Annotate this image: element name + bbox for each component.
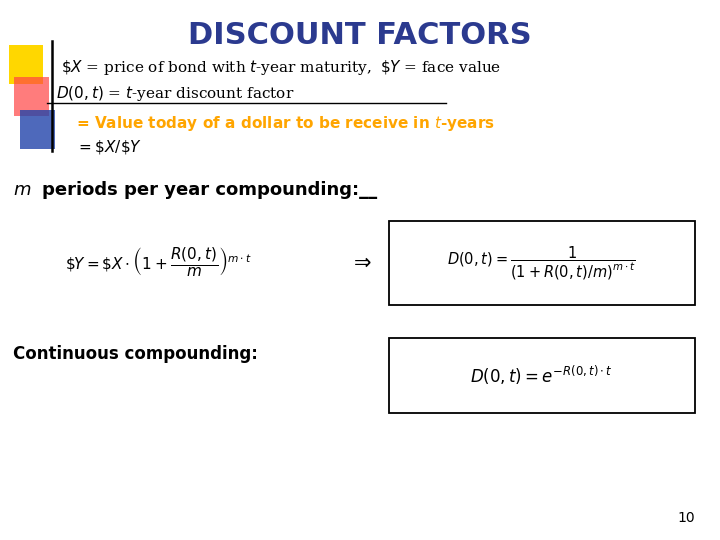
Text: $D(0,t) = \dfrac{1}{\left(1+R(0,t)/m\right)^{m \cdot t}}$: $D(0,t) = \dfrac{1}{\left(1+R(0,t)/m\rig… — [447, 245, 636, 281]
Text: $m$: $m$ — [13, 181, 31, 199]
Text: DISCOUNT FACTORS: DISCOUNT FACTORS — [188, 21, 532, 50]
Text: $\$Y = \$X \cdot \left(1 + \dfrac{R(0,t)}{m}\right)^{m \cdot t}$: $\$Y = \$X \cdot \left(1 + \dfrac{R(0,t)… — [65, 245, 252, 279]
FancyBboxPatch shape — [389, 221, 695, 305]
Text: Continuous compounding:: Continuous compounding: — [13, 345, 258, 363]
Text: $\$X$ = price of bond with $t$-year maturity,  $\$Y$ = face value: $\$X$ = price of bond with $t$-year matu… — [61, 58, 501, 77]
Text: 10: 10 — [678, 511, 695, 525]
Bar — [14, 77, 49, 116]
Bar — [9, 45, 43, 84]
Text: $\Rightarrow$: $\Rightarrow$ — [348, 252, 372, 272]
FancyBboxPatch shape — [389, 338, 695, 413]
Text: = Value today of a dollar to be receive in $t$-years: = Value today of a dollar to be receive … — [76, 113, 495, 133]
Bar — [20, 110, 55, 148]
Text: $D(0,t) = e^{-R(0,t)\cdot t}$: $D(0,t) = e^{-R(0,t)\cdot t}$ — [470, 364, 613, 387]
Text: periods per year compounding:__: periods per year compounding:__ — [42, 181, 377, 199]
Text: $D(0,t)$ = $t$-year discount factor: $D(0,t)$ = $t$-year discount factor — [56, 84, 294, 103]
Text: $= \$X/\$Y$: $= \$X/\$Y$ — [76, 138, 141, 156]
